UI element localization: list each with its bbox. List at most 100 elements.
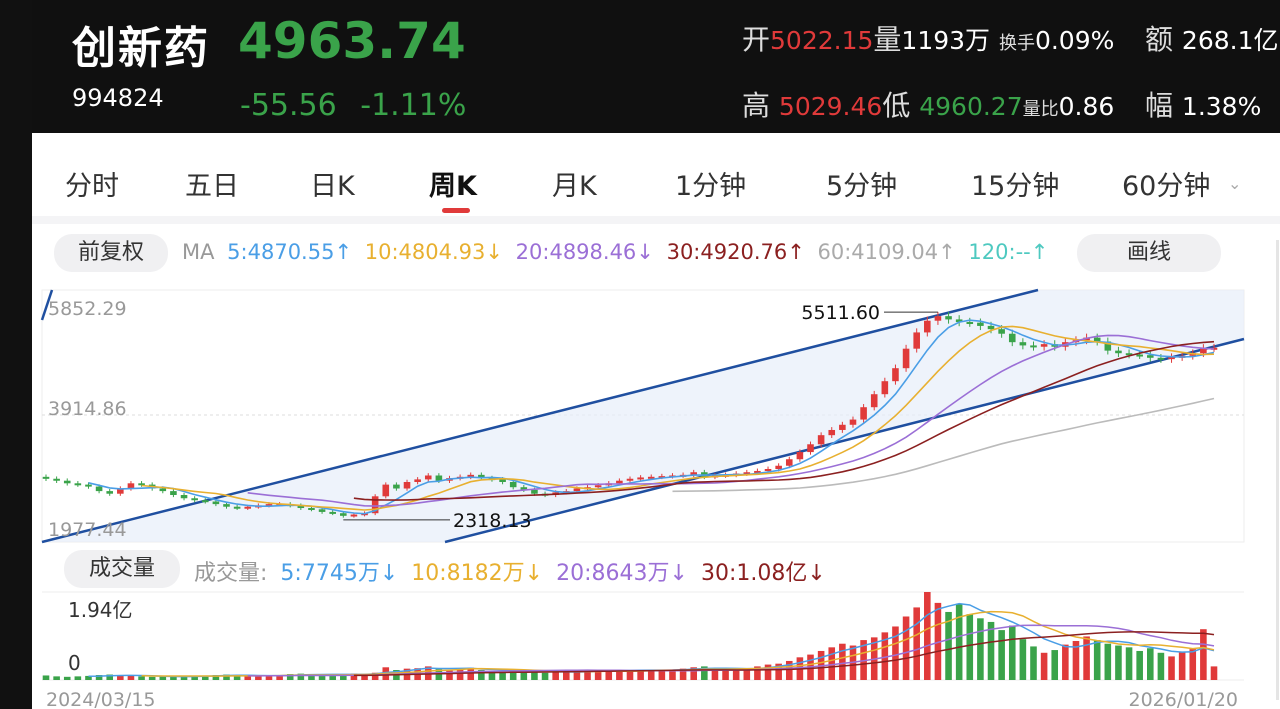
tab-1min[interactable]: 1分钟 (675, 171, 747, 202)
volume-bar (478, 670, 485, 680)
candle-body (754, 470, 761, 473)
volume-bar (63, 676, 71, 680)
ma-60-line (672, 397, 1215, 493)
volume-bar (212, 675, 220, 680)
volume-bar (361, 674, 368, 680)
volume-bar (998, 630, 1005, 680)
draw-line-button[interactable]: 画线 (1077, 234, 1221, 272)
volume-bar (201, 675, 209, 680)
candle-body (201, 500, 209, 503)
vol-ma-5: 5:7745万↓ (280, 561, 399, 586)
volume-bar (902, 616, 910, 680)
volume-bar (95, 675, 103, 680)
volume-bar (1008, 625, 1016, 680)
candle-body (403, 482, 411, 489)
ma-prefix: MA (182, 240, 215, 264)
candle-body (573, 488, 581, 492)
candle-body (1136, 354, 1143, 357)
candle-body (1157, 357, 1165, 360)
candle-body (1104, 341, 1112, 351)
tab-weekly[interactable]: 周K (429, 171, 477, 202)
volume-bar (679, 668, 687, 680)
candle-body (520, 487, 528, 490)
candle-body (828, 429, 836, 436)
candle-body (340, 513, 347, 516)
volume-bar (446, 670, 453, 680)
volume-legend: 成交量: 5:7745万↓ 10:8182万↓ 20:8643万↓ 30:1.0… (194, 555, 832, 587)
candle-body (775, 465, 782, 469)
price-panel (41, 289, 1245, 543)
period-tabs: 分时 五日 日K 周K 月K 1分钟 5分钟 15分钟 60分钟 (32, 140, 1280, 214)
change-value: -55.56 (240, 88, 337, 123)
tab-five-day[interactable]: 五日 (185, 171, 239, 202)
volume-bar (127, 675, 135, 680)
ma-10-line (141, 325, 1215, 511)
volume-bar (1083, 636, 1090, 680)
section-divider (32, 216, 1280, 224)
candle-body (53, 478, 60, 481)
volume-bar (180, 676, 188, 680)
open-value: 5022.15 (770, 26, 874, 55)
channel-upper-line (41, 288, 1039, 544)
candle-body (1200, 348, 1207, 354)
candle-body (796, 452, 804, 460)
volume-bar (616, 670, 623, 680)
candle-body (191, 498, 198, 501)
volume-bar (1072, 640, 1080, 680)
volume-bar (658, 670, 666, 680)
volume-bar (1104, 643, 1112, 680)
open-stat: 开5022.15量1193万 换手0.09% (742, 23, 1115, 56)
volume-bar (1189, 649, 1197, 680)
candle-body (531, 489, 538, 494)
amount-stat: 额 268.1亿 (1145, 23, 1279, 56)
price-axis-mid: 3914.86 (48, 398, 127, 420)
adjust-button[interactable]: 前复权 (54, 234, 168, 272)
chevron-down-icon[interactable]: ⌄ (1228, 174, 1242, 193)
tab-monthly[interactable]: 月K (552, 171, 597, 202)
tab-intraday[interactable]: 分时 (65, 171, 119, 202)
candle-body (63, 480, 71, 484)
candle-body (159, 488, 167, 492)
volume-bar (594, 670, 602, 680)
volume-button[interactable]: 成交量 (64, 550, 180, 588)
volume-bar (286, 674, 294, 680)
candle-body (318, 509, 326, 512)
volume-bar (42, 675, 50, 680)
volume-bar (1051, 650, 1059, 680)
tab-60min[interactable]: 60分钟 (1122, 171, 1211, 202)
channel-lower-line (444, 337, 1245, 544)
volume-bar (531, 671, 538, 680)
tab-daily[interactable]: 日K (310, 171, 355, 202)
volume-bar (148, 676, 156, 680)
ma-60: 60:4109.04↑ (817, 240, 956, 264)
volume-bar (1178, 651, 1186, 680)
tab-5min[interactable]: 5分钟 (826, 171, 898, 202)
volume-bar (318, 675, 326, 680)
last-price: 4963.74 (238, 12, 466, 70)
candle-body (127, 483, 135, 489)
volume-bar (743, 668, 751, 680)
volume-bar (371, 672, 379, 680)
vol-ma-20: 20:8643万↓ (556, 561, 688, 586)
min-annotation: 2318.13 (453, 510, 532, 532)
ma-120: 120:--↑ (968, 240, 1049, 264)
candle-body (350, 514, 358, 517)
candle-body (616, 480, 623, 484)
ma-10: 10:4804.93↓ (364, 240, 503, 264)
volume-bar (1019, 639, 1027, 680)
volume-bar (892, 626, 899, 680)
candle-body (945, 316, 952, 320)
index-name: 创新药 (72, 23, 210, 74)
volume-bar (265, 675, 273, 680)
tab-15min[interactable]: 15分钟 (971, 171, 1060, 202)
volume-bar (637, 670, 644, 680)
volume-bar (1062, 644, 1069, 680)
volume-bar (255, 676, 262, 680)
volume-bar (1200, 629, 1207, 680)
candle-body (212, 501, 220, 505)
candle-body (42, 476, 50, 479)
vol-ma-30-line (353, 631, 1215, 677)
scrollbar[interactable] (1276, 240, 1279, 700)
candle-body (74, 483, 82, 486)
